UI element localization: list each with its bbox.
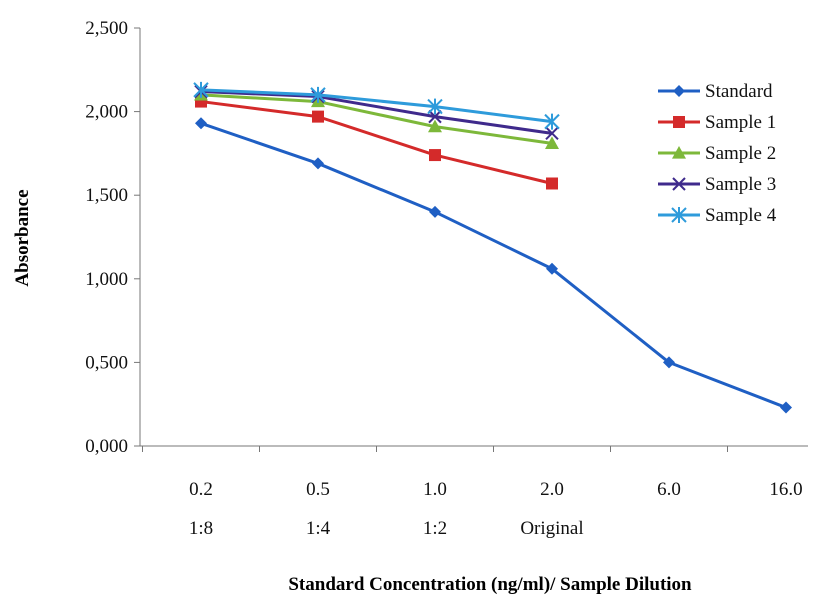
y-tick-label: 1,500 [85, 185, 128, 206]
data-point [429, 205, 441, 218]
data-point [312, 157, 324, 170]
series-sample-4 [193, 81, 560, 130]
legend-item: Sample 4 [658, 205, 777, 226]
axes [139, 28, 808, 447]
marker-stroke [428, 109, 442, 124]
x-dilution-label: 1:8 [189, 518, 213, 539]
legend-marker [673, 85, 685, 97]
y-tick-label: 2,000 [85, 102, 128, 123]
data-point [428, 109, 442, 124]
marker-stroke [672, 177, 686, 191]
data-point [780, 401, 792, 414]
data-point [310, 86, 326, 103]
legend-label: Standard [705, 81, 773, 102]
data-point [429, 149, 441, 162]
x-tick-label: 0.2 [189, 479, 213, 500]
x-dilution-label: 1:4 [306, 518, 331, 539]
data-point [544, 113, 560, 130]
y-tick-label: 0,500 [85, 352, 128, 373]
data-point [546, 177, 558, 190]
series-sample-3 [194, 84, 559, 141]
y-axis-ticks: 0,000 0,500 1,000 1,500 2,000 2,500 [85, 18, 140, 457]
data-point [663, 356, 675, 369]
legend-label: Sample 3 [705, 174, 776, 195]
legend-item: Standard [658, 81, 773, 102]
data-point [546, 262, 558, 275]
legend-label: Sample 1 [705, 112, 776, 133]
y-tick-label: 2,500 [85, 18, 128, 39]
x-axis-title: Standard Concentration (ng/ml)/ Sample D… [288, 574, 692, 595]
data-point [545, 126, 559, 141]
y-axis-title: Absorbance [12, 189, 33, 286]
legend-marker [672, 177, 686, 191]
x-dilution-label: Original [520, 518, 583, 539]
data-point [195, 117, 207, 130]
x-tick-label: 16.0 [769, 479, 802, 500]
series-line [200, 90, 553, 135]
legend-marker [671, 207, 687, 223]
legend-item: Sample 3 [658, 174, 776, 195]
marker-stroke [545, 126, 559, 141]
data-point [428, 119, 442, 133]
legend-marker [672, 146, 686, 159]
x-tick-label: 6.0 [657, 479, 681, 500]
x-tick-label: 2.0 [540, 479, 564, 500]
legend-label: Sample 2 [705, 143, 776, 164]
legend-item: Sample 1 [658, 112, 776, 133]
data-point [193, 81, 209, 98]
series-standard [195, 117, 792, 414]
series-line [200, 88, 553, 124]
x-tick-label: 0.5 [306, 479, 330, 500]
series-sample-1 [195, 95, 558, 190]
series-line [200, 100, 553, 185]
x-axis-ticks: 0.2 0.5 1.0 2.0 6.0 16.0 1:8 1:4 1:2 Original [142, 446, 803, 539]
series-layer [193, 81, 792, 414]
data-point [427, 98, 443, 115]
data-point [312, 110, 324, 123]
data-point [545, 136, 559, 149]
x-dilution-label: 1:2 [423, 518, 447, 539]
series-line [200, 93, 553, 145]
y-tick-label: 0,000 [85, 436, 128, 457]
legend-marker [673, 116, 685, 128]
series-line [200, 121, 787, 409]
series-sample-2 [194, 87, 559, 149]
legend-label: Sample 4 [705, 205, 777, 226]
legend-item: Sample 2 [658, 143, 776, 164]
legend: Standard Sample 1 Sample 2 Sample 3 Sample 4 [658, 81, 777, 226]
x-tick-label: 1.0 [423, 479, 447, 500]
y-tick-label: 1,000 [85, 269, 128, 290]
